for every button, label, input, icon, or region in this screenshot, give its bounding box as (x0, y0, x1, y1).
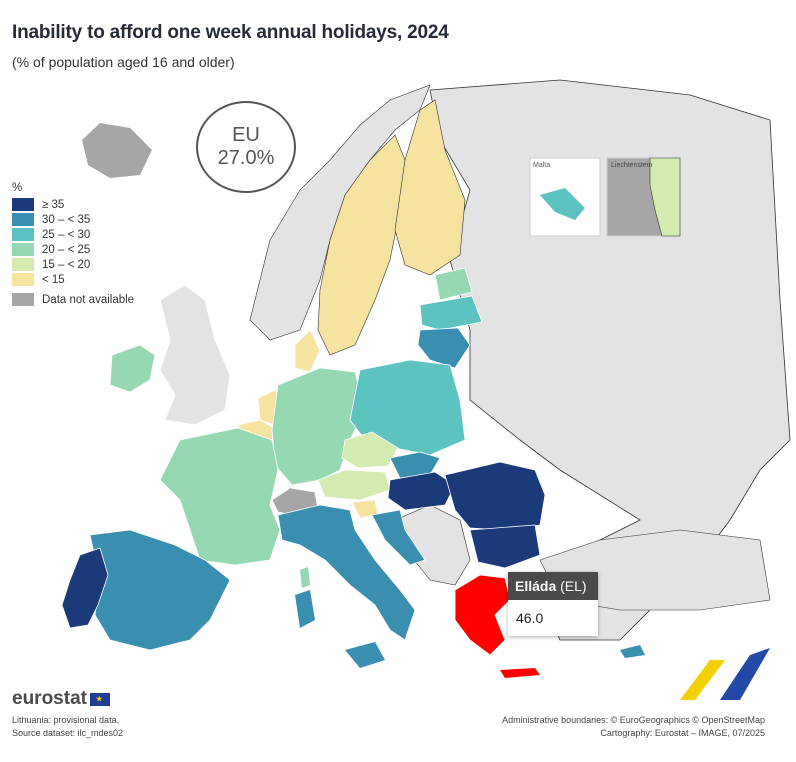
poland (349, 359, 466, 456)
footer-notes: Lithuania: provisional data. Source data… (12, 714, 123, 740)
crete (500, 668, 540, 678)
uk (159, 284, 231, 426)
latvia (419, 295, 483, 331)
czechia (341, 431, 399, 469)
hungary (387, 471, 456, 511)
cyprus (620, 645, 645, 658)
romania (444, 461, 546, 531)
tooltip-header: Elláda (EL) (508, 572, 598, 600)
france (159, 427, 281, 566)
eu-label: EU (232, 124, 260, 146)
estonia (434, 267, 473, 301)
lithuania (417, 327, 471, 369)
denmark (294, 329, 321, 373)
sicily (345, 642, 385, 668)
legend-item[interactable]: 15 – < 20 (12, 257, 134, 272)
legend-item[interactable]: 30 – < 35 (12, 212, 134, 227)
eu-average-badge: EU 27.0% (196, 101, 296, 193)
footer-credits: Administrative boundaries: © EuroGeograp… (502, 714, 765, 740)
eu-flag-icon (89, 692, 110, 706)
chart-title: Inability to afford one week annual holi… (12, 22, 449, 43)
iceland (82, 123, 152, 178)
source-text: Source dataset: ilc_mdes02 (12, 728, 124, 738)
corsica (300, 567, 310, 588)
eu-value: 27.0% (217, 147, 275, 169)
legend-title: % (12, 182, 23, 194)
malta-label: Malta (533, 162, 551, 169)
footnote: Lithuania: provisional data. (12, 715, 120, 725)
legend-item[interactable]: ≥ 35 (12, 197, 134, 212)
legend-item[interactable]: 25 – < 30 (12, 227, 134, 242)
country-tooltip: Elláda (EL) 46.0 (508, 572, 598, 636)
cartography-credit: Cartography: Eurostat – IMAGE, 07/2025 (600, 728, 765, 738)
chart-subtitle: (% of population aged 16 and older) (12, 54, 235, 70)
legend: % ≥ 35 30 – < 35 25 – < 30 20 – < 25 15 … (12, 182, 134, 307)
legend-item-na[interactable]: Data not available (12, 292, 134, 307)
boundaries-credit: Administrative boundaries: © EuroGeograp… (502, 715, 765, 725)
liechtenstein-label: Liechtenstein (611, 162, 653, 169)
legend-item[interactable]: < 15 (12, 272, 134, 287)
legend-item[interactable]: 20 – < 25 (12, 242, 134, 257)
slovakia (389, 451, 441, 479)
italy (277, 504, 416, 641)
portugal (61, 547, 109, 629)
tooltip-code: (EL) (560, 578, 587, 594)
norway (249, 84, 431, 341)
eurostat-logo: eurostat (12, 688, 110, 710)
croatia (371, 509, 426, 566)
sardinia (295, 590, 315, 628)
finland (394, 99, 466, 276)
bulgaria (469, 524, 541, 569)
tooltip-value: 46.0 (516, 610, 544, 626)
tooltip-country: Elláda (515, 578, 557, 594)
ireland (109, 344, 156, 393)
greece (454, 574, 511, 656)
